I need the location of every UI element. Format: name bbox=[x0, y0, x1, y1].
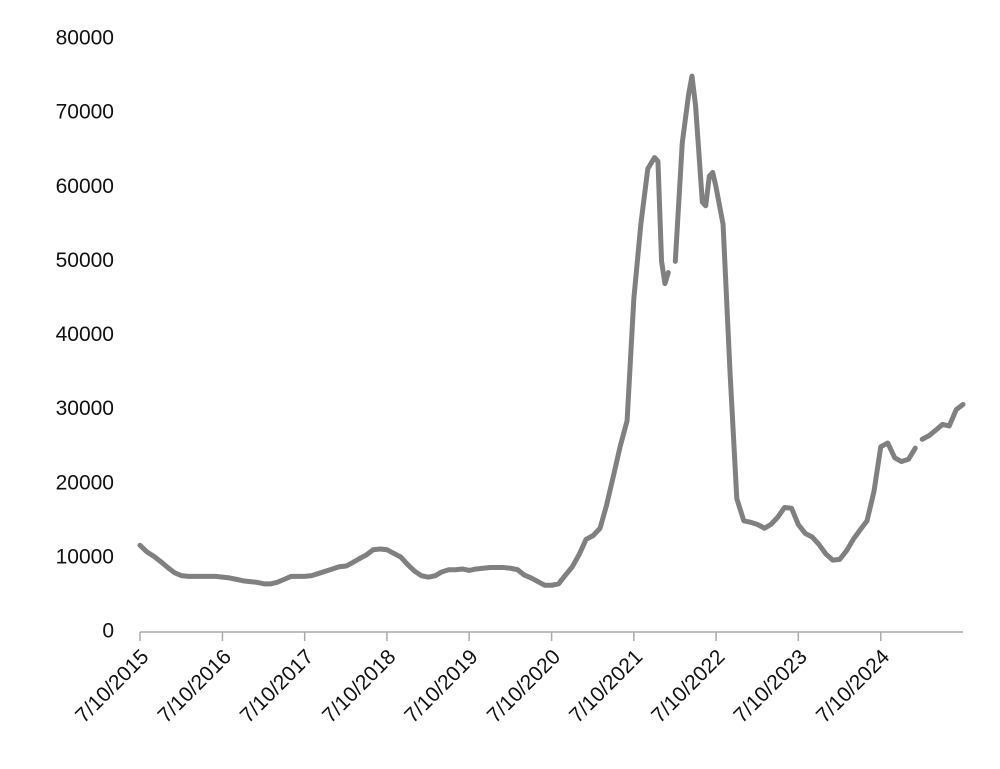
y-tick-label: 10000 bbox=[56, 545, 114, 568]
x-tick-label: 7/10/2023 bbox=[729, 645, 811, 727]
x-tick-label: 7/10/2016 bbox=[154, 645, 236, 727]
y-tick-label: 70000 bbox=[56, 101, 114, 124]
y-tick-label: 40000 bbox=[56, 323, 114, 346]
x-tick-label: 7/10/2015 bbox=[71, 645, 153, 727]
y-tick-label: 30000 bbox=[56, 397, 114, 420]
x-tick-label: 7/10/2022 bbox=[647, 645, 729, 727]
line-series bbox=[672, 73, 918, 563]
x-tick-label: 7/10/2018 bbox=[318, 645, 400, 727]
x-tick-label: 7/10/2024 bbox=[812, 645, 895, 728]
y-tick-label: 80000 bbox=[56, 27, 114, 50]
x-tick-label: 7/10/2017 bbox=[236, 645, 318, 727]
x-tick-label: 7/10/2019 bbox=[400, 645, 482, 727]
y-tick-label: 60000 bbox=[56, 175, 114, 198]
y-tick-label: 0 bbox=[102, 620, 114, 643]
x-tick-label: 7/10/2020 bbox=[483, 645, 565, 727]
line-series bbox=[137, 155, 671, 588]
line-series bbox=[919, 401, 966, 442]
y-tick-label: 20000 bbox=[56, 471, 114, 494]
x-tick-label: 7/10/2021 bbox=[565, 645, 647, 727]
y-tick-label: 50000 bbox=[56, 249, 114, 272]
